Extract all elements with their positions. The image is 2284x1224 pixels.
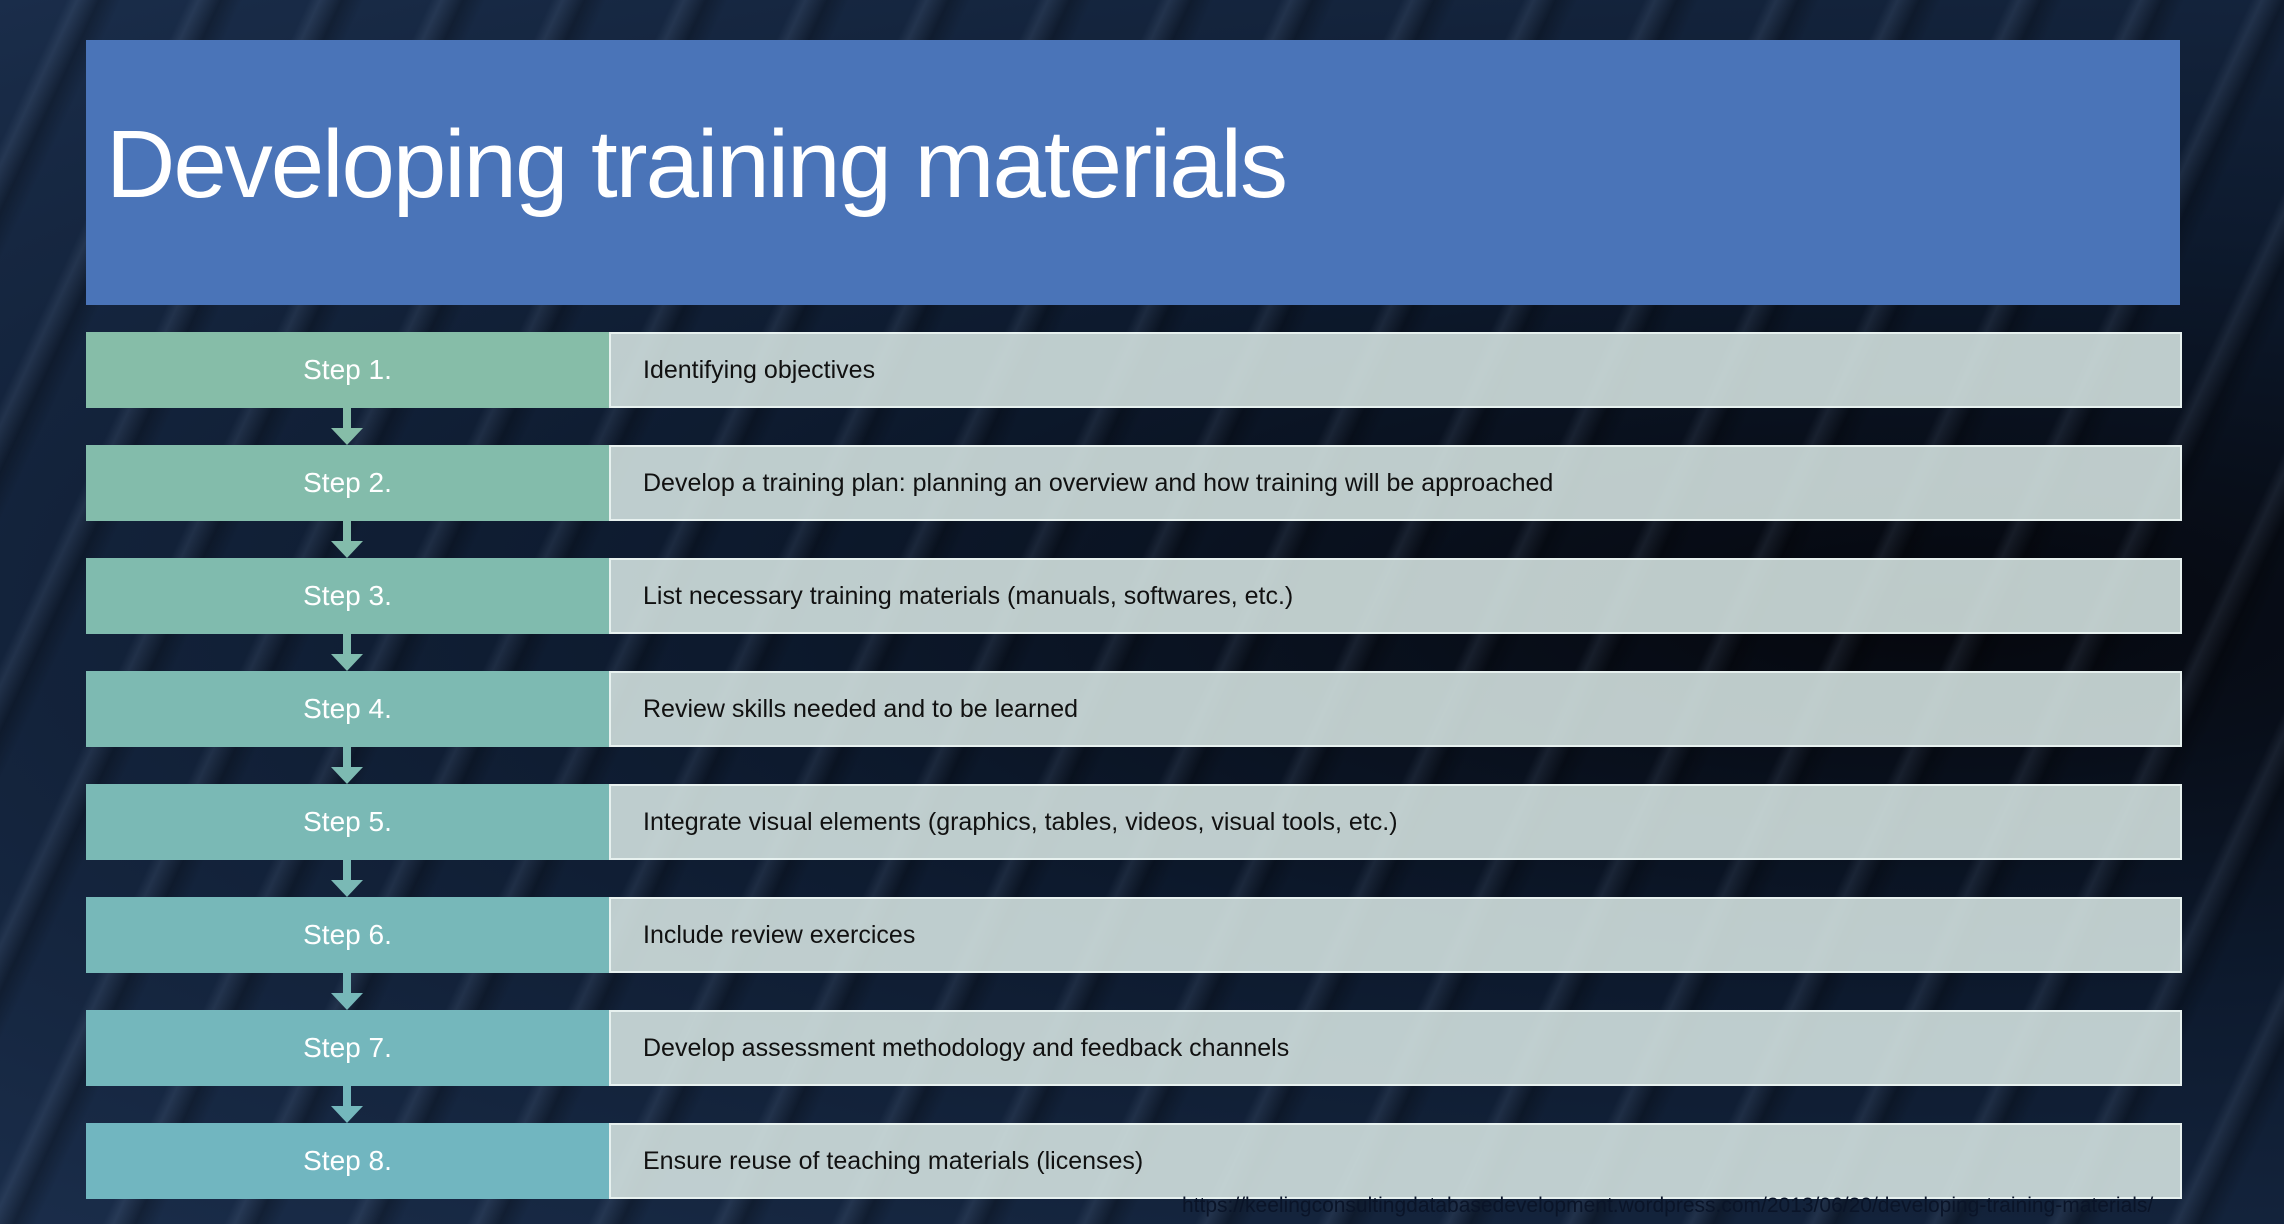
step-description: Include review exercices	[609, 897, 2182, 973]
step-label: Step 8.	[86, 1123, 609, 1199]
arrow-down-icon	[331, 634, 363, 671]
step-label: Step 7.	[86, 1010, 609, 1086]
step-description: Integrate visual elements (graphics, tab…	[609, 784, 2182, 860]
step-description: Develop a training plan: planning an ove…	[609, 445, 2182, 521]
step-label: Step 4.	[86, 671, 609, 747]
step-label: Step 2.	[86, 445, 609, 521]
title-bar: Developing training materials	[86, 40, 2180, 305]
step-row: Step 1. Identifying objectives	[86, 332, 2182, 408]
arrow-down-icon	[331, 408, 363, 445]
step-row: Step 2. Develop a training plan: plannin…	[86, 445, 2182, 521]
step-label: Step 5.	[86, 784, 609, 860]
arrow-down-icon	[331, 747, 363, 784]
arrow-down-icon	[331, 973, 363, 1010]
step-row: Step 7. Develop assessment methodology a…	[86, 1010, 2182, 1086]
step-row: Step 4. Review skills needed and to be l…	[86, 671, 2182, 747]
step-label: Step 6.	[86, 897, 609, 973]
step-row: Step 8. Ensure reuse of teaching materia…	[86, 1123, 2182, 1199]
step-row: Step 6. Include review exercices	[86, 897, 2182, 973]
step-description: List necessary training materials (manua…	[609, 558, 2182, 634]
arrow-down-icon	[331, 521, 363, 558]
step-row: Step 5. Integrate visual elements (graph…	[86, 784, 2182, 860]
step-description: Ensure reuse of teaching materials (lice…	[609, 1123, 2182, 1199]
step-description: Review skills needed and to be learned	[609, 671, 2182, 747]
step-label: Step 3.	[86, 558, 609, 634]
step-label: Step 1.	[86, 332, 609, 408]
arrow-down-icon	[331, 1086, 363, 1123]
step-description: Identifying objectives	[609, 332, 2182, 408]
arrow-down-icon	[331, 860, 363, 897]
slide-title: Developing training materials	[106, 111, 1288, 218]
step-row: Step 3. List necessary training material…	[86, 558, 2182, 634]
step-description: Develop assessment methodology and feedb…	[609, 1010, 2182, 1086]
source-link[interactable]: https://keelingconsultingdatabasedevelop…	[1182, 1194, 2154, 1217]
